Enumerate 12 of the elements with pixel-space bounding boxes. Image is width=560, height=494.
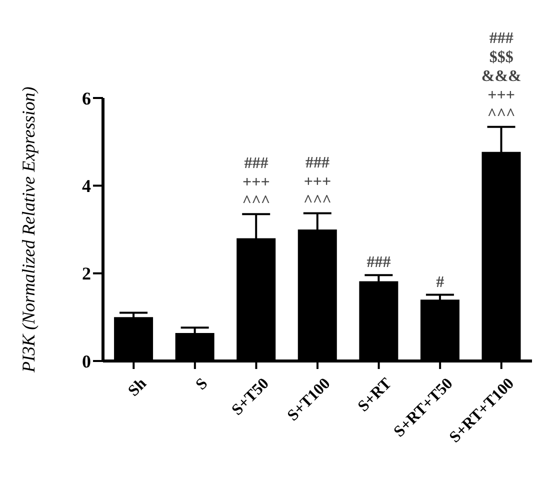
x-tick-label: S — [192, 375, 212, 394]
annotation: ### +++ ^^^ — [242, 155, 270, 210]
y-tick-label: 6 — [82, 88, 91, 108]
annotation: # — [436, 274, 444, 291]
annotation: ### $$$ &&& +++ ^^^ — [481, 30, 522, 123]
y-tick-label: 0 — [82, 351, 91, 372]
y-tick-label: 2 — [82, 264, 91, 284]
x-tick-label: Sh — [125, 375, 150, 400]
y-tick-label: 4 — [82, 176, 91, 196]
annotation: ### +++ ^^^ — [304, 154, 332, 210]
y-axis-title: PI3K (Normalized Relative Expression) — [18, 86, 38, 374]
annotation: ### — [366, 254, 391, 272]
